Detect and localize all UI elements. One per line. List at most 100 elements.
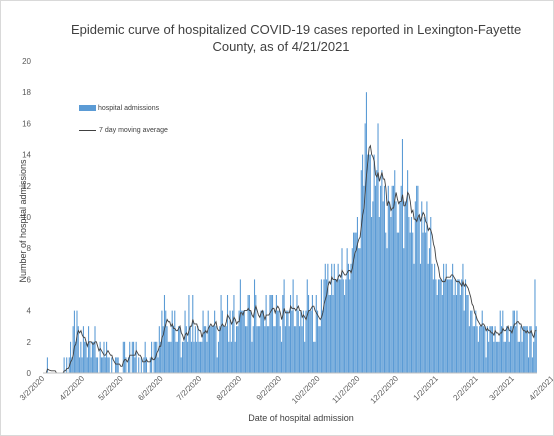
bar [404,201,406,373]
y-tick-label: 14 [22,151,31,160]
bar [80,341,82,373]
bar [144,341,146,373]
bar [302,310,304,373]
bar [486,326,488,373]
bar [244,326,247,373]
bar [320,279,322,373]
bar [280,341,283,373]
legend-label-admissions: hospital admissions [98,104,160,112]
bar [401,139,404,373]
bar [103,341,105,373]
bar [72,326,74,373]
bar [181,341,184,373]
bar [157,357,159,373]
bar [367,154,369,373]
bar [392,185,395,373]
bar [284,326,286,373]
bar [233,295,235,373]
chart-title-line-1: Epidemic curve of hospitalized COVID-19 … [71,22,522,37]
bar [341,248,343,373]
bar [85,341,87,373]
bar [73,310,75,373]
bar [346,248,348,373]
bar [371,217,373,373]
bar [79,357,81,373]
bar [277,310,279,373]
bar [413,263,415,373]
bar [306,279,308,373]
bar [248,295,250,373]
bar [327,263,329,373]
bar [466,295,468,373]
bar [287,310,289,373]
legend: hospital admissions 7 day moving average [79,103,199,137]
bar [362,154,364,373]
bar [91,341,93,373]
bar [394,170,396,373]
x-tick-label: 6/2/2020 [136,374,165,403]
bar [351,248,353,373]
bar [317,310,319,373]
bar [315,295,317,373]
bar [526,326,528,373]
bar [525,326,527,373]
bar [513,310,515,373]
bar [345,279,347,373]
bar [517,341,519,373]
bar [232,310,234,373]
bar [253,279,256,373]
bar [169,341,171,373]
x-axis-label: Date of hospital admission [248,413,354,423]
bar [160,341,162,373]
bar [459,295,461,373]
bar [129,341,131,373]
bar [475,310,477,373]
bar [246,326,248,373]
bar [250,310,252,373]
bar [153,341,155,373]
bar [399,201,401,373]
bar [504,341,506,373]
bar [97,357,99,373]
bar [333,263,335,373]
bar [428,248,431,373]
bar [443,263,445,373]
bar [220,295,222,373]
moving-average-line [43,144,537,374]
bar [318,326,320,373]
bar [268,326,270,373]
bar [266,326,268,373]
bar [163,295,166,373]
bar [162,326,164,373]
bar [450,279,452,373]
y-tick-label: 20 [22,57,31,66]
legend-item-admissions: hospital admissions [79,103,159,113]
bar [322,310,324,373]
bar [323,279,325,373]
bar [425,232,427,373]
bar [208,326,211,373]
bar [207,310,209,373]
bar [100,357,102,373]
bar [90,357,92,373]
bar [188,295,190,373]
bar [515,326,517,373]
bar [313,341,315,373]
bar [396,232,398,373]
bar [95,357,97,373]
bar [350,263,352,373]
y-tick-label: 4 [27,307,32,316]
bar [166,326,168,373]
bar [127,357,129,373]
bar [310,310,312,373]
bar [63,357,65,373]
x-tick-label: 9/2/2020 [255,374,284,403]
bar [400,185,402,373]
bar [349,279,351,373]
bar [434,263,436,373]
bar [359,248,361,373]
bar [235,326,238,373]
bar [241,310,243,373]
bar [431,263,433,373]
bar [376,170,378,373]
